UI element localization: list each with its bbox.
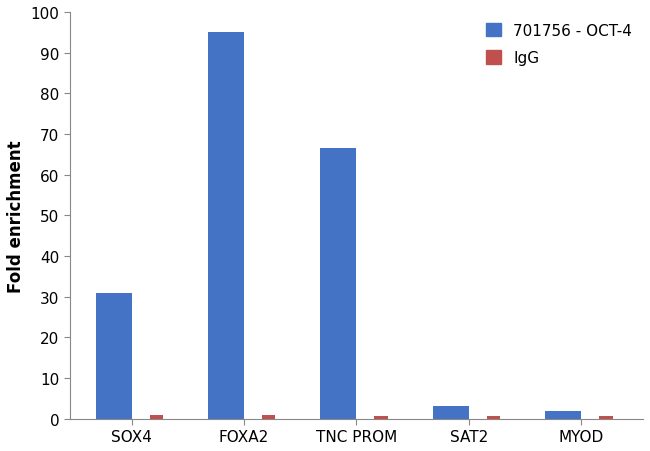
- Bar: [150, 415, 163, 419]
- Bar: [208, 33, 244, 419]
- Bar: [262, 415, 276, 419]
- Bar: [433, 406, 469, 419]
- Bar: [320, 149, 356, 419]
- Bar: [599, 416, 613, 419]
- Bar: [96, 293, 131, 419]
- Bar: [545, 410, 581, 419]
- Y-axis label: Fold enrichment: Fold enrichment: [7, 140, 25, 292]
- Bar: [374, 416, 388, 419]
- Legend: 701756 - OCT-4, IgG: 701756 - OCT-4, IgG: [480, 18, 638, 72]
- Bar: [487, 416, 501, 419]
